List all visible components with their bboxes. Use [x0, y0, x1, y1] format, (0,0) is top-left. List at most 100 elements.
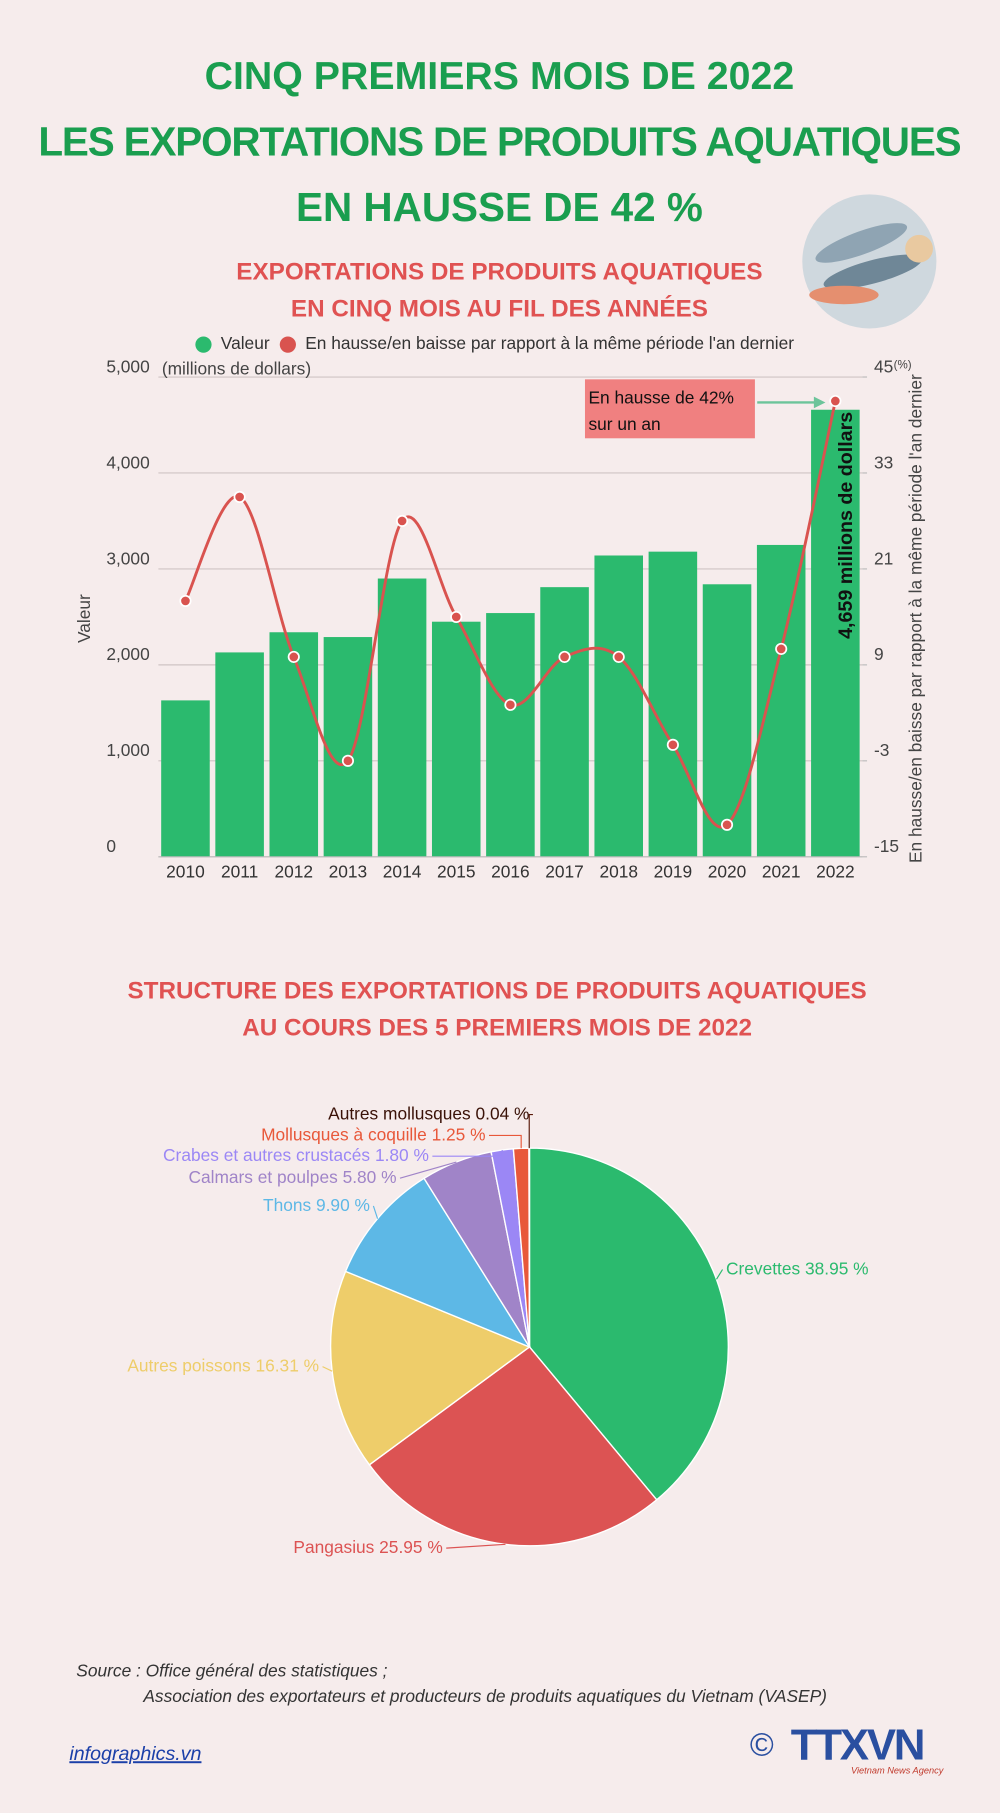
line-point [504, 698, 517, 711]
bar [377, 578, 427, 857]
x-tick-label: 2010 [166, 862, 205, 882]
slice-value: 25.95 % [379, 1537, 443, 1557]
y-tick-label: 3,000 [106, 548, 149, 568]
leader-line [528, 1114, 533, 1149]
website-link[interactable]: infographics.vn [69, 1743, 201, 1765]
legend-label: Valeur [221, 333, 270, 353]
line-point [829, 394, 842, 408]
fish-photo [802, 194, 937, 329]
line-point [558, 650, 571, 663]
chart-title: AU COURS DES 5 PREMIERS MOIS DE 2022 [242, 1014, 752, 1041]
logo-copyright: © [750, 1727, 774, 1763]
y2-tick-label: 21 [874, 548, 893, 568]
line-point [287, 650, 300, 663]
x-tick-label: 2021 [762, 862, 801, 882]
y2-tick-label: 9 [874, 644, 884, 664]
slice-name: Crabes et autres crustacés [163, 1145, 370, 1165]
bar [431, 621, 481, 857]
slice-label: Autres mollusques 0.04 % [328, 1103, 529, 1123]
bar [215, 652, 264, 857]
line-point [612, 650, 625, 663]
x-tick-label: 2018 [599, 862, 638, 882]
legend-swatch [195, 336, 212, 353]
slice-name: Crevettes [726, 1258, 800, 1278]
pie-slice [344, 1177, 532, 1349]
source: Source : Office général des statistiques… [76, 1660, 387, 1680]
x-tick-label: 2011 [221, 862, 258, 882]
bar [756, 544, 806, 857]
x-tick-label: 2014 [383, 862, 422, 882]
x-tick-label: 2016 [491, 862, 530, 882]
line-point [450, 610, 463, 623]
x-tick-label: 2013 [329, 862, 368, 882]
logo-subtitle: Vietnam News Agency [851, 1766, 945, 1776]
slice-label: Mollusques à coquille 1.25 % [261, 1124, 485, 1144]
slice-value: 38.95 % [805, 1258, 869, 1278]
line-point [341, 754, 355, 767]
slice-label: Crabes et autres crustacés 1.80 % [163, 1145, 429, 1165]
leader-line [372, 1205, 379, 1219]
pie-slice [329, 1270, 531, 1466]
leader-line [322, 1366, 333, 1372]
slice-name: Autres mollusques [328, 1103, 471, 1123]
slice-value: 1.25 % [432, 1124, 486, 1144]
chart-title: STRUCTURE DES EXPORTATIONS DE PRODUITS A… [127, 977, 866, 1004]
chart-title: EXPORTATIONS DE PRODUITS AQUATIQUES [236, 258, 762, 285]
leader-line [715, 1269, 724, 1280]
bar [702, 584, 752, 857]
website[interactable]: infographics.vn [69, 1743, 201, 1765]
y2-tick-label: -3 [874, 740, 889, 760]
slice-value: 0.04 % [476, 1103, 530, 1123]
slice-value: 16.31 % [255, 1355, 319, 1375]
y2-axis-label: En hausse/en baisse par rapport à la mêm… [905, 374, 925, 863]
leader-line [446, 1543, 506, 1549]
y-tick-label: 1,000 [106, 740, 149, 760]
source: Association des exportateurs et producte… [142, 1686, 827, 1706]
y2-tick-label: -15 [874, 836, 899, 856]
x-tick-label: 2022 [816, 862, 855, 882]
y-tick-label: 0 [106, 836, 116, 856]
leader-line [399, 1161, 457, 1179]
slice-value: 5.80 % [343, 1167, 397, 1187]
annotation-text: sur un an [588, 414, 660, 434]
legend-swatch [279, 336, 296, 353]
bar [648, 551, 698, 857]
slice-name: Mollusques à coquille [261, 1124, 427, 1144]
annotation-text: En hausse de 42% [588, 388, 733, 408]
line-point [179, 594, 192, 607]
slice-name: Calmars et poulpes [188, 1167, 338, 1187]
bar [540, 587, 589, 857]
y-tick-label: 2,000 [106, 644, 149, 664]
pie-slice [368, 1346, 658, 1547]
x-tick-label: 2020 [708, 862, 747, 882]
slice-name: Autres poissons [127, 1355, 251, 1375]
y-axis-label: Valeur [74, 594, 94, 643]
slice-label: Thons 9.90 % [263, 1195, 370, 1215]
annotation-arrowhead [813, 396, 826, 409]
slice-label: Autres poissons 16.31 % [127, 1355, 319, 1375]
slice-label: Pangasius 25.95 % [293, 1537, 442, 1557]
x-tick-label: 2019 [654, 862, 693, 882]
value-label: 4,659 millions de dollars [835, 412, 857, 639]
y2-tick-label: 33 [874, 452, 893, 472]
annotation-box [584, 379, 755, 439]
line-point [666, 738, 679, 751]
slice-value: 9.90 % [316, 1195, 370, 1215]
line-point [396, 514, 409, 528]
main-title: LES EXPORTATIONS DE PRODUITS AQUATIQUES [38, 118, 960, 164]
bar [269, 632, 319, 857]
leader-line [489, 1134, 522, 1149]
main-title: EN HAUSSE DE 42 % [296, 184, 703, 230]
y2-unit: (%) [894, 360, 912, 372]
legend-label: En hausse/en baisse par rapport à la mêm… [305, 333, 794, 353]
logo-name: TTXVN [791, 1721, 923, 1770]
line-point [720, 818, 734, 831]
bar [161, 700, 210, 857]
line-point [233, 490, 246, 504]
bar [486, 613, 535, 857]
x-tick-label: 2017 [545, 862, 584, 882]
slice-value: 1.80 % [375, 1145, 429, 1165]
pie-slice [528, 1147, 730, 1501]
leader-line [432, 1149, 503, 1157]
